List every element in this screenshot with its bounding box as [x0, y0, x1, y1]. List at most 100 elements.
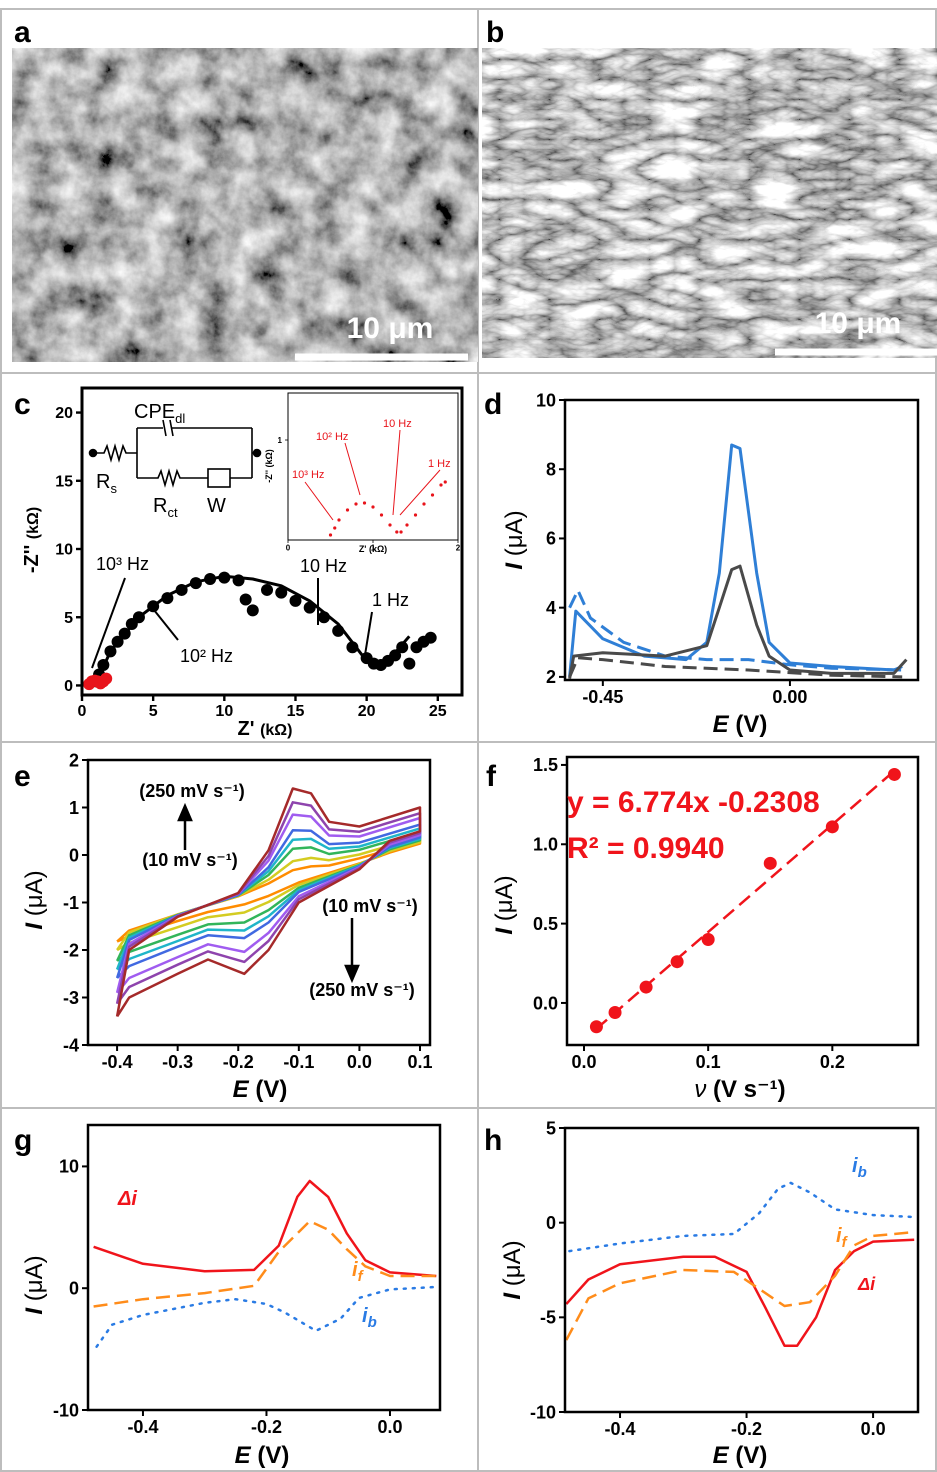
- y-axis-label: I (μA): [21, 870, 48, 929]
- y-tick-label: 2: [69, 750, 79, 770]
- leader-line: [344, 442, 361, 496]
- data-line: [95, 1285, 438, 1348]
- circuit-label: CPEdl: [134, 401, 185, 426]
- data-point: [333, 526, 337, 530]
- plot-frame: [565, 755, 920, 1047]
- y-tick-label: -3: [63, 988, 79, 1008]
- y-tick-label: 10: [536, 390, 556, 410]
- x-tick-label: 0.0: [347, 1052, 372, 1072]
- annotation: y = 6.774x -0.2308: [567, 786, 820, 819]
- data-line: [568, 443, 903, 678]
- annotation: ib: [852, 1155, 867, 1181]
- leader-line: [91, 577, 126, 669]
- y-tick-label: 15: [55, 473, 73, 490]
- chart-h: -0.4 -0.2 0.0 -10 -5 0 5: [530, 1118, 920, 1439]
- y-axis-label: -Z'' (kΩ): [264, 449, 274, 483]
- outer-frame: [0, 8, 937, 1472]
- label-part: E: [233, 1076, 250, 1103]
- circuit-label: Rct: [153, 495, 178, 520]
- label-part: ν: [694, 1076, 706, 1103]
- label-main: CPE: [134, 401, 175, 423]
- x-tick-label: 0: [286, 544, 291, 553]
- y-tick-label: 4: [546, 598, 556, 618]
- y-axis-label: I (μA): [491, 875, 518, 934]
- chart-c-inset: 0 1 2 1: [278, 392, 461, 553]
- data-point: [275, 586, 288, 599]
- x-tick-label: 0.0: [861, 1419, 886, 1439]
- panel-letter: c: [14, 388, 31, 421]
- annotation: 10³ Hz: [292, 469, 324, 481]
- label-main: i: [352, 1259, 358, 1281]
- annotation: (10 mV s⁻¹): [322, 896, 418, 916]
- label-part: I: [21, 1307, 48, 1315]
- leader-line: [304, 481, 334, 521]
- leader-line: [364, 611, 373, 656]
- chart-d: -0.45 0.00 2 4 6 8 10: [536, 390, 920, 707]
- x-axis-label: E (V): [713, 711, 768, 738]
- annotation: 10² Hz: [180, 646, 233, 666]
- terminal: [88, 448, 98, 458]
- y-tick-label: 5: [64, 610, 73, 627]
- data-point: [328, 533, 333, 537]
- annotation: Δi: [117, 1188, 137, 1210]
- data-line: [568, 1181, 916, 1253]
- x-tick-label: 2: [456, 544, 461, 553]
- data-point: [100, 672, 113, 685]
- label-part: -Z'': [264, 470, 274, 483]
- x-tick-label: -0.2: [223, 1052, 254, 1072]
- label-part: (V): [735, 1442, 767, 1469]
- panel-letter: h: [484, 1124, 502, 1157]
- x-tick-label: 0: [78, 703, 87, 720]
- arrow-head: [344, 964, 360, 984]
- data-point: [413, 513, 418, 517]
- y-tick-label: 10: [55, 542, 73, 559]
- y-tick-label: -5: [540, 1308, 556, 1328]
- data-point: [246, 604, 259, 617]
- label-part: (μA): [21, 870, 48, 916]
- y-tick-label: 0: [69, 1279, 79, 1299]
- label-part: E: [713, 711, 730, 738]
- label-sub: f: [358, 1268, 365, 1285]
- data-point: [371, 505, 375, 509]
- x-tick-label: -0.2: [251, 1417, 282, 1437]
- y-tick-label: -4: [63, 1035, 79, 1055]
- y-tick-label: 1.5: [533, 755, 558, 775]
- data-line: [568, 588, 903, 672]
- data-line: [115, 787, 422, 1018]
- x-tick-label: -0.4: [605, 1419, 636, 1439]
- data-line: [565, 1238, 915, 1347]
- x-axis-label: E (V): [233, 1076, 288, 1103]
- data-line: [565, 1230, 915, 1341]
- data-line: [94, 574, 411, 684]
- data-point: [289, 594, 302, 607]
- label-part: -Z'': [21, 545, 43, 573]
- annotation: R² = 0.9940: [567, 832, 725, 865]
- data-point: [354, 502, 358, 506]
- data-point: [389, 649, 402, 662]
- x-axis-label: ν (V s⁻¹): [694, 1076, 785, 1103]
- chart-g: -0.4 -0.2 0.0 -10 0 10: [53, 1123, 442, 1437]
- annotation: 10² Hz: [316, 431, 348, 443]
- inset-leaders: [304, 429, 441, 521]
- annotation: 1 Hz: [428, 458, 451, 470]
- label-part: (V): [257, 1442, 289, 1469]
- x-axis-label: E (V): [235, 1442, 290, 1469]
- panel-letter: d: [484, 388, 502, 421]
- arrow-head: [177, 802, 193, 822]
- label-part: (kΩ): [25, 507, 42, 539]
- x-tick-label: -0.4: [127, 1417, 158, 1437]
- x-tick-label: 15: [287, 703, 305, 720]
- data-point: [345, 508, 350, 512]
- y-tick-label: 1.0: [533, 835, 558, 855]
- x-tick-label: 10: [215, 703, 233, 720]
- leader-line: [399, 469, 441, 516]
- plot-frame: [86, 1123, 442, 1412]
- label-part: I: [499, 1292, 526, 1300]
- label-main: i: [852, 1155, 858, 1177]
- x-tick-label: -0.4: [102, 1052, 133, 1072]
- scale-bar-label: 10 μm: [347, 312, 434, 345]
- data-point: [763, 856, 777, 870]
- label-part: (kΩ): [264, 449, 274, 467]
- data-point: [670, 955, 684, 969]
